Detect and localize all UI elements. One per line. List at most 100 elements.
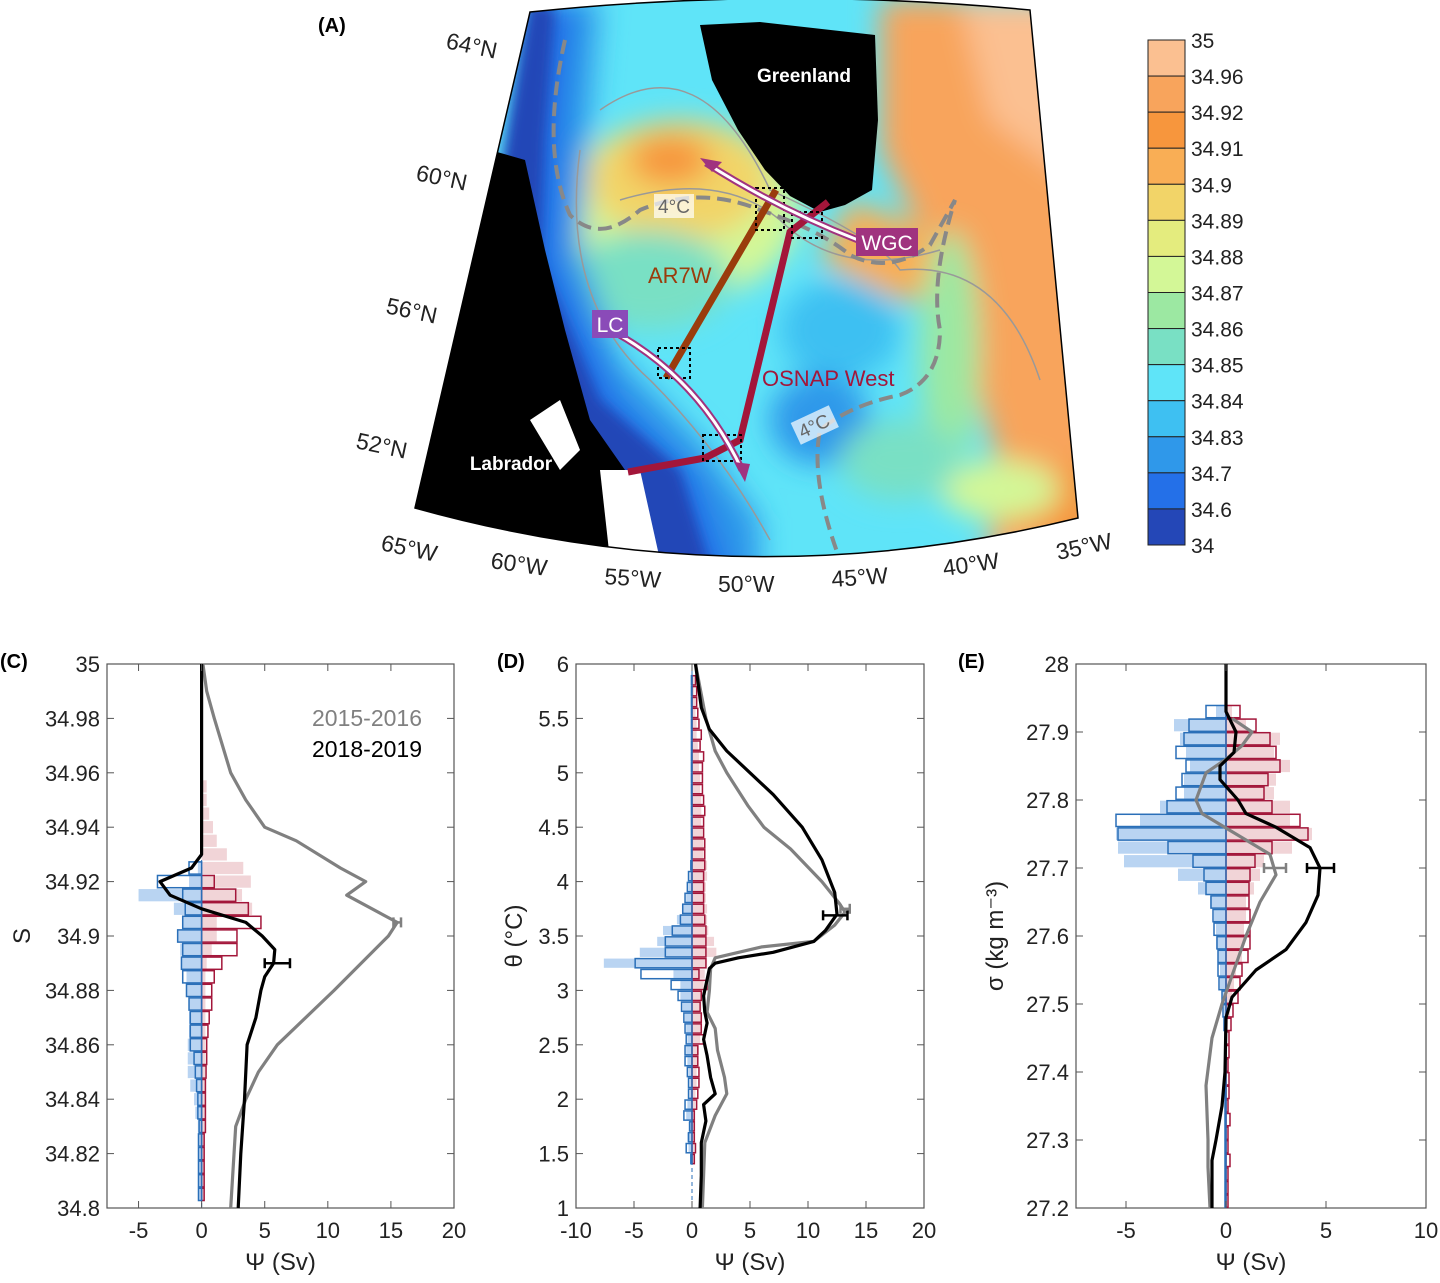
red-filled-bar xyxy=(1226,936,1244,949)
colorbar-tick-label: 34.6 xyxy=(1191,499,1232,522)
blue-outlined-bar xyxy=(685,1033,693,1045)
y-tick-label: 1 xyxy=(557,1196,569,1221)
y-tick-label: 28 xyxy=(1045,652,1069,677)
lat-label: 52°N xyxy=(354,427,410,463)
panel-label-a: (A) xyxy=(318,15,346,37)
red-filled-bar xyxy=(1226,909,1246,922)
red-filled-bar xyxy=(692,708,696,718)
blue-outlined-bar xyxy=(1217,963,1227,977)
blue-filled-bar xyxy=(687,1132,692,1142)
blue-filled-bar xyxy=(686,1110,692,1121)
red-filled-bar xyxy=(692,817,702,827)
blue-outlined-bar xyxy=(690,1153,693,1165)
blue-outlined-bar xyxy=(1224,1167,1227,1181)
blue-filled-bar xyxy=(1184,787,1226,800)
blue-outlined-bar xyxy=(176,929,203,943)
blue-outlined-bar xyxy=(1183,731,1227,746)
blue-filled-bar xyxy=(1210,895,1226,909)
blue-filled-bar xyxy=(686,1023,692,1034)
panel-label-c: (C) xyxy=(0,651,28,673)
colorbar-swatch xyxy=(1147,508,1186,546)
blue-filled-bar xyxy=(1124,855,1226,868)
colorbar-tick-label: 34.89 xyxy=(1191,210,1244,233)
blue-outlined-bar xyxy=(180,956,203,971)
colorbar-swatch xyxy=(1147,328,1186,366)
blue-filled-bar xyxy=(1218,950,1226,963)
blue-filled-bar xyxy=(687,1056,692,1066)
blue-filled-bar xyxy=(198,1161,202,1174)
red-filled-bar xyxy=(692,762,699,772)
wgc-label-box xyxy=(856,228,918,256)
red-filled-bar xyxy=(201,780,207,793)
red-filled-bar xyxy=(692,991,703,1001)
red-filled-bar xyxy=(692,1067,697,1077)
y-tick-label: 27.3 xyxy=(1026,1128,1069,1153)
blue-outlined-bar xyxy=(690,859,693,871)
blue-outlined-bar xyxy=(197,1173,203,1188)
red-filled-bar xyxy=(692,675,695,685)
greenland-label: Greenland xyxy=(757,66,851,87)
panel-label-d: (D) xyxy=(497,651,525,673)
red-filled-bar xyxy=(1226,882,1254,895)
colorbar-tick-label: 34.84 xyxy=(1191,391,1244,414)
blue-outlined-bar xyxy=(634,957,693,969)
error-bar xyxy=(263,958,292,969)
red-filled-bar xyxy=(692,795,702,805)
y-tick-label: 27.7 xyxy=(1026,856,1069,881)
error-bar xyxy=(392,917,403,928)
red-filled-bar xyxy=(201,848,227,861)
red-filled-bar xyxy=(201,875,251,888)
y-tick-label: 34.98 xyxy=(45,706,100,731)
x-tick-label: 10 xyxy=(796,1218,820,1243)
blue-filled-bar xyxy=(1180,732,1226,745)
red-filled-bar xyxy=(201,943,212,956)
colorbar-tick-label: 34.9 xyxy=(1191,174,1232,197)
y-tick-label: 27.4 xyxy=(1026,1060,1069,1085)
red-filled-bar xyxy=(201,1025,206,1038)
y-tick-label: 27.6 xyxy=(1026,924,1069,949)
red-filled-bar xyxy=(692,1012,702,1023)
blue-outlined-bar xyxy=(1175,745,1227,760)
y-tick-label: 5.5 xyxy=(538,706,569,731)
red-filled-bar xyxy=(201,1011,206,1024)
colorbar-tick-label: 34.87 xyxy=(1191,283,1244,306)
colorbar-swatch xyxy=(1147,111,1186,149)
red-filled-bar xyxy=(1226,991,1232,1004)
y-axis-label: θ (°C) xyxy=(501,905,528,968)
blue-filled-bar xyxy=(1224,1004,1226,1017)
red-filled-bar xyxy=(692,686,695,696)
blue-filled-bar xyxy=(177,929,202,943)
blue-outlined-bar xyxy=(680,1001,693,1013)
blue-filled-bar xyxy=(198,1133,202,1147)
red-filled-bar xyxy=(201,984,206,997)
y-tick-label: 27.9 xyxy=(1026,720,1069,745)
red-filled-bar xyxy=(1226,800,1290,813)
chart-d: (D) -10 -5 0 5 10 15 20 1 1.5 2 2.5 3 3.5 4 4.5 5 5.5 6 Ψ (… xyxy=(497,651,936,1276)
blue-outlined-bar xyxy=(1217,949,1227,964)
red-filled-bar xyxy=(692,860,708,870)
blue-filled-bar xyxy=(189,997,202,1011)
blue-outlined-bar xyxy=(185,983,203,998)
red-filled-bar xyxy=(1226,705,1232,718)
y-tick-label: 34.86 xyxy=(45,1033,100,1058)
blue-filled-bar xyxy=(687,1100,692,1110)
y-tick-label: 35 xyxy=(76,652,100,677)
blue-filled-bar xyxy=(197,861,202,875)
red-filled-bar xyxy=(1226,773,1276,786)
blue-outlined-bar xyxy=(670,979,693,991)
red-filled-bar xyxy=(692,915,708,925)
red-filled-bar xyxy=(1226,895,1246,909)
red-filled-bar xyxy=(692,1154,695,1164)
legend-entry: 2018-2019 xyxy=(312,736,422,762)
red-filled-bar xyxy=(1226,923,1244,936)
blue-filled-bar xyxy=(198,1188,202,1201)
colorbar-tick-label: 34.96 xyxy=(1191,66,1244,89)
red-filled-bar xyxy=(692,719,697,729)
osnap-west-label: OSNAP West xyxy=(762,366,894,391)
blue-filled-bar xyxy=(680,991,692,1001)
red-filled-bar xyxy=(201,1174,205,1187)
blue-filled-bar xyxy=(1116,827,1226,841)
error-bar xyxy=(839,903,852,914)
y-tick-label: 27.8 xyxy=(1026,788,1069,813)
colorbar-swatch xyxy=(1147,472,1186,510)
